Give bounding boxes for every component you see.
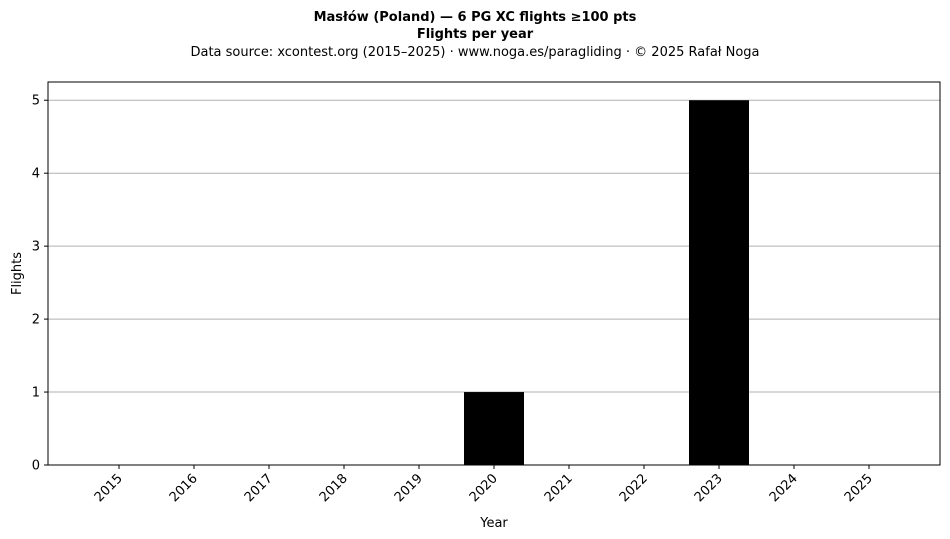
x-tick-label: 2021 (542, 471, 576, 505)
y-tick-label: 3 (32, 240, 40, 255)
chart-title: Masłów (Poland) — 6 PG XC flights ≥100 p… (314, 10, 637, 25)
x-tick-label: 2020 (467, 471, 501, 505)
y-tick-label: 5 (32, 94, 40, 109)
y-axis: 0 1 2 3 4 5 (32, 94, 48, 474)
y-axis-label: Flights (10, 252, 25, 295)
x-tick-label: 2017 (242, 471, 276, 505)
chart-subtitle: Flights per year (417, 27, 534, 42)
y-tick-label: 2 (32, 313, 40, 328)
x-tick-label: 2019 (392, 471, 426, 505)
x-axis: 2015 2016 2017 2018 2019 2020 2021 2022 2023 2024… (92, 465, 876, 505)
bar-2023 (689, 100, 749, 465)
x-tick-label: 2018 (317, 471, 351, 505)
y-tick-label: 0 (32, 459, 40, 474)
bar-2020 (464, 392, 524, 465)
y-tick-label: 1 (32, 386, 40, 401)
x-axis-label: Year (479, 516, 508, 531)
x-tick-label: 2022 (617, 471, 651, 505)
x-tick-label: 2024 (767, 471, 801, 505)
x-tick-label: 2023 (692, 471, 726, 505)
bars (464, 100, 749, 465)
x-tick-label: 2025 (842, 471, 876, 505)
x-tick-label: 2016 (167, 471, 201, 505)
chart-source-line: Data source: xcontest.org (2015–2025) · … (190, 45, 759, 60)
y-tick-label: 4 (32, 167, 40, 182)
x-tick-label: 2015 (92, 471, 126, 505)
